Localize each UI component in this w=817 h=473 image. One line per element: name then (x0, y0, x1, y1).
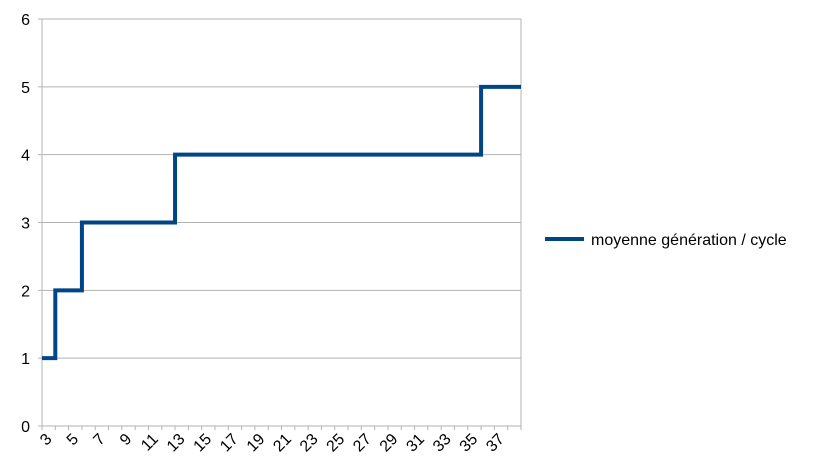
x-tick-label: 27 (350, 431, 375, 456)
x-tick-label: 7 (90, 431, 108, 449)
series-line-0 (42, 84, 521, 361)
y-tick-label: 0 (21, 419, 30, 436)
y-tick-label: 2 (21, 283, 30, 300)
x-tick-label: 25 (324, 431, 349, 456)
y-tick-labels: 0 1 2 3 4 5 6 (21, 12, 30, 436)
y-tick-label: 5 (21, 80, 30, 97)
axes (38, 18, 522, 430)
x-tick-label: 31 (403, 431, 428, 456)
x-tick-label: 3 (37, 431, 55, 449)
x-tick-label: 9 (117, 431, 135, 449)
x-tick-label: 33 (430, 431, 455, 456)
x-tick-label: 35 (457, 431, 482, 456)
y-tick-label: 1 (21, 351, 30, 368)
x-tick-label: 29 (377, 431, 402, 456)
x-tick-label: 21 (270, 431, 295, 456)
x-tick-label: 15 (191, 431, 216, 456)
x-tick-label: 23 (297, 431, 322, 456)
y-tick-label: 6 (21, 12, 30, 29)
x-tick-label: 5 (64, 431, 82, 449)
x-tick-label: 17 (217, 431, 242, 456)
series-layer (42, 84, 521, 361)
y-tick-label: 4 (21, 148, 30, 165)
x-tick-label: 19 (244, 431, 269, 456)
x-tick-label: 37 (483, 431, 508, 456)
legend-label: moyenne génération / cycle (591, 232, 787, 249)
x-tick-label: 13 (164, 431, 189, 456)
y-tick-label: 3 (21, 216, 30, 233)
x-tick-label: 11 (138, 431, 162, 455)
legend: moyenne génération / cycle (545, 232, 787, 249)
gridlines (42, 18, 521, 359)
x-tick-labels: 3 5 7 9 11 13 15 17 19 21 23 25 27 29 31 33 35 37 (37, 431, 508, 456)
